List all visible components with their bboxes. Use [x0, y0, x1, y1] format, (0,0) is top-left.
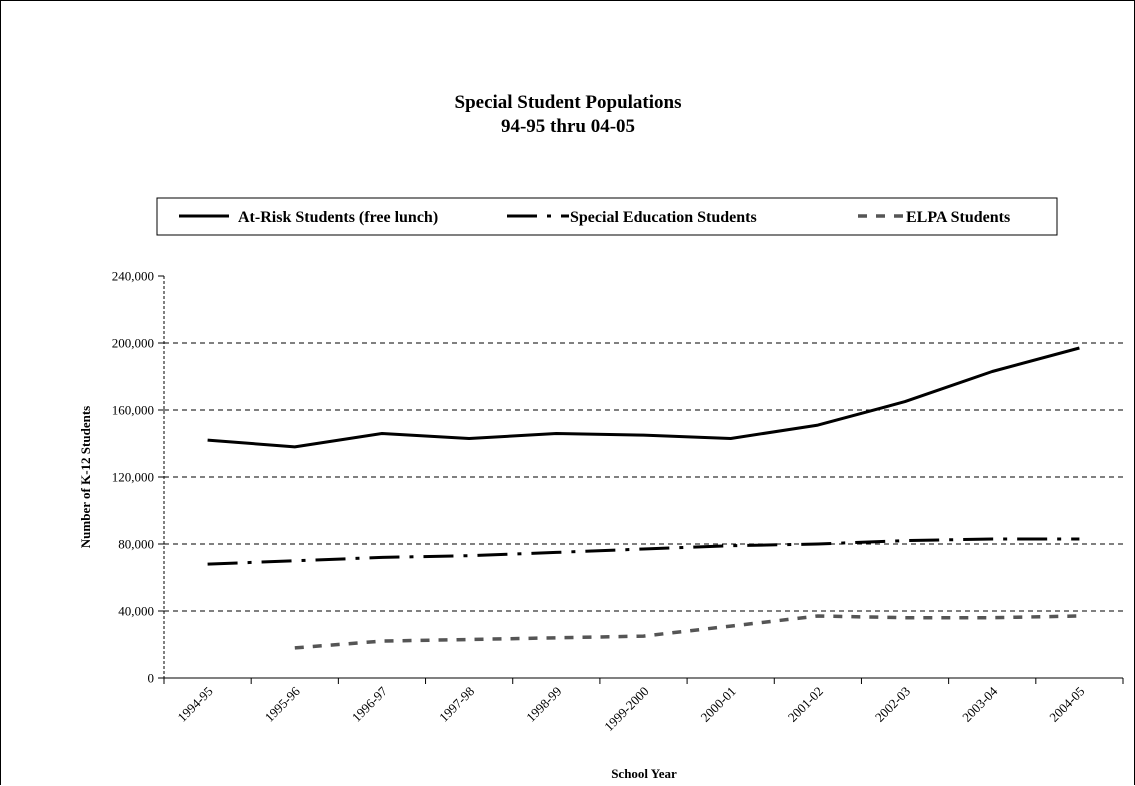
x-tick-label: 1997-98: [436, 684, 477, 725]
x-tick-label: 2002-03: [872, 684, 913, 725]
x-axis-title: School Year: [611, 766, 677, 781]
y-axis-title: Number of K-12 Students: [78, 406, 93, 548]
y-tick-label: 0: [148, 671, 155, 686]
y-tick-label: 200,000: [112, 336, 154, 351]
gridlines: [164, 342, 1123, 612]
y-tick-label: 80,000: [118, 537, 154, 552]
legend-label: Special Education Students: [570, 209, 757, 226]
x-tick-label: 1998-99: [523, 684, 564, 725]
chart-title: Special Student Populations: [455, 92, 682, 113]
y-tick-label: 40,000: [118, 604, 154, 619]
y-tick-label: 160,000: [112, 403, 154, 418]
series-line-1: [207, 346, 1080, 449]
x-tick-label: 2000-01: [698, 684, 739, 725]
series-line-2: [207, 537, 1080, 566]
y-tick-label: 120,000: [112, 470, 154, 485]
legend-box: [156, 197, 1058, 236]
x-tick-label: 1999-2000: [601, 684, 651, 734]
y-axis-ticks: 0 40,000 80,000 120,000 160,000 200,000 240,00…: [112, 269, 164, 686]
legend-label: At-Risk Students (free lunch): [238, 209, 438, 226]
x-tick-label: 1996-97: [349, 683, 391, 725]
x-tick-label: 2003-04: [959, 683, 1001, 725]
legend-label: ELPA Students: [906, 209, 1010, 226]
x-tick-label: 2001-02: [785, 684, 826, 725]
series-lines: [207, 346, 1080, 650]
x-tick-label: 1994-95: [174, 684, 215, 725]
chart-subtitle: 94-95 thru 04-05: [501, 116, 635, 137]
y-tick-label: 240,000: [112, 269, 154, 284]
x-tick-label: 2004-05: [1046, 684, 1087, 725]
x-tick-label: 1995-96: [262, 683, 304, 725]
legend: At-Risk Students (free lunch) Special Edu…: [156, 197, 1058, 236]
x-axis-ticks: 1994-95 1995-96 1996-97 1997-98 1998-99 1999-…: [163, 678, 1124, 734]
series-line-3: [294, 614, 1080, 650]
